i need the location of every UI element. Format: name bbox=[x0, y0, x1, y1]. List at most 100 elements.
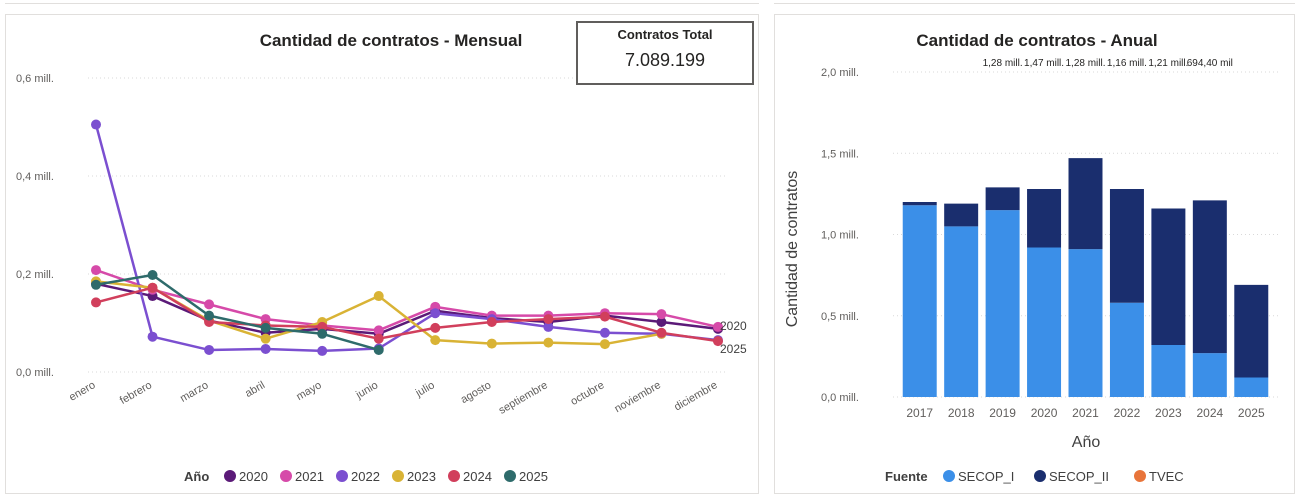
legend-label: 2020 bbox=[239, 469, 268, 484]
x-tick-label: septiembre bbox=[497, 379, 550, 417]
legend-item-2025: 2025 bbox=[504, 469, 548, 484]
legend-item-SECOP_I: SECOP_I bbox=[943, 469, 1014, 484]
y-tick-label: 0,6 mill. bbox=[16, 73, 54, 85]
x-tick-label: mayo bbox=[294, 379, 323, 403]
legend-marker bbox=[224, 470, 236, 482]
bar-SECOP_I-2019 bbox=[985, 210, 1020, 397]
data-point bbox=[91, 265, 101, 276]
data-point bbox=[91, 119, 101, 130]
total-label: 1,47 mill. bbox=[1024, 58, 1064, 69]
chart-title: Cantidad de contratos - Anual bbox=[916, 31, 1157, 50]
x-axis-label: Año bbox=[1072, 434, 1101, 451]
legend-item-2024: 2024 bbox=[448, 469, 492, 484]
monthly-line-chart-panel: Cantidad de contratos - Mensual 0,0 mill… bbox=[5, 14, 759, 494]
data-point bbox=[147, 269, 158, 280]
x-tick-label: 2018 bbox=[948, 406, 975, 420]
kpi-value: 7.089.199 bbox=[624, 50, 706, 70]
bar-SECOP_II-2020 bbox=[1027, 189, 1062, 248]
data-point bbox=[260, 322, 271, 333]
data-point bbox=[430, 322, 441, 333]
y-tick-label: 0,0 mill. bbox=[16, 367, 54, 379]
bar-SECOP_I-2024 bbox=[1192, 353, 1227, 397]
data-point bbox=[656, 317, 667, 328]
legend-title: Fuente bbox=[885, 469, 928, 484]
bar-SECOP_II-2018 bbox=[944, 203, 979, 227]
data-point bbox=[317, 321, 328, 332]
legend-label: 2022 bbox=[351, 469, 380, 484]
data-point bbox=[543, 321, 554, 332]
kpi-title: Contratos Total bbox=[617, 27, 713, 42]
bar-SECOP_I-2025 bbox=[1234, 377, 1269, 397]
data-point bbox=[147, 331, 158, 342]
legend-item-2021: 2021 bbox=[280, 469, 324, 484]
bar-SECOP_I-2017 bbox=[902, 205, 937, 397]
y-tick-label: 1,0 mill. bbox=[821, 230, 859, 242]
series-line bbox=[95, 273, 380, 352]
bar-SECOP_II-2023 bbox=[1151, 208, 1186, 345]
data-point bbox=[91, 297, 101, 308]
data-point bbox=[430, 335, 441, 346]
x-tick-label: marzo bbox=[178, 379, 210, 405]
series-2025 bbox=[91, 269, 384, 355]
legend-item-2020: 2020 bbox=[224, 469, 268, 484]
legend-marker bbox=[1034, 470, 1046, 482]
data-point bbox=[373, 333, 384, 344]
x-tick-label: 2023 bbox=[1155, 406, 1182, 420]
x-tick-label: 2017 bbox=[906, 406, 933, 420]
data-point bbox=[204, 344, 215, 355]
total-label: 1,21 mill. bbox=[1148, 58, 1188, 69]
data-point bbox=[713, 321, 723, 332]
bar-SECOP_I-2023 bbox=[1151, 345, 1186, 397]
legend-marker bbox=[504, 470, 516, 482]
bar-SECOP_II-2021 bbox=[1068, 158, 1103, 250]
legend-marker bbox=[943, 470, 955, 482]
total-label: 694,40 mil bbox=[1187, 58, 1233, 69]
x-tick-label: enero bbox=[67, 379, 97, 403]
data-point bbox=[260, 343, 271, 354]
data-point bbox=[543, 337, 554, 348]
total-label: 1,16 mill. bbox=[1107, 58, 1147, 69]
data-point bbox=[599, 311, 610, 322]
x-tick-label: agosto bbox=[459, 379, 494, 406]
legend-item-SECOP_II: SECOP_II bbox=[1034, 469, 1109, 484]
legend-label: TVEC bbox=[1149, 469, 1184, 484]
x-tick-label: 2022 bbox=[1114, 406, 1141, 420]
y-tick-label: 0,5 mill. bbox=[821, 311, 859, 323]
data-point bbox=[373, 325, 384, 336]
bar-SECOP_I-2022 bbox=[1109, 302, 1144, 397]
y-tick-label: 0,2 mill. bbox=[16, 269, 54, 281]
legend-label: 2025 bbox=[519, 469, 548, 484]
annual-bar-chart: Cantidad de contratos - Anual Cantidad d… bbox=[784, 31, 1278, 484]
bar-SECOP_II-2019 bbox=[985, 187, 1020, 211]
legend-marker bbox=[392, 470, 404, 482]
chart-title: Cantidad de contratos - Mensual bbox=[260, 31, 523, 50]
x-tick-label: diciembre bbox=[672, 379, 719, 413]
data-point bbox=[599, 327, 610, 338]
data-point bbox=[543, 314, 554, 325]
legend-item-2022: 2022 bbox=[336, 469, 380, 484]
total-label: 1,28 mill. bbox=[1065, 58, 1105, 69]
bar-SECOP_II-2025 bbox=[1234, 284, 1269, 378]
bar-SECOP_II-2022 bbox=[1109, 189, 1144, 303]
data-point bbox=[260, 333, 271, 344]
series-line bbox=[94, 124, 719, 353]
data-point bbox=[147, 282, 158, 293]
legend-label: SECOP_II bbox=[1049, 469, 1109, 484]
y-tick-label: 0,4 mill. bbox=[16, 171, 54, 183]
x-tick-label: julio bbox=[413, 379, 437, 400]
x-tick-label: junio bbox=[353, 379, 380, 402]
data-point bbox=[713, 336, 723, 347]
top-divider-right bbox=[774, 3, 1295, 4]
legend-label: 2024 bbox=[463, 469, 492, 484]
legend-marker bbox=[1134, 470, 1146, 482]
bar-SECOP_I-2020 bbox=[1027, 247, 1062, 397]
x-tick-label: 2019 bbox=[989, 406, 1016, 420]
legend-label: SECOP_I bbox=[958, 469, 1014, 484]
top-divider-left bbox=[5, 3, 759, 4]
end-label-2025: 2025 bbox=[720, 342, 747, 356]
data-point bbox=[373, 344, 384, 355]
data-point bbox=[204, 310, 215, 321]
x-tick-label: 2021 bbox=[1072, 406, 1099, 420]
monthly-line-chart: Cantidad de contratos - Mensual 0,0 mill… bbox=[16, 31, 747, 484]
end-label-2020: 2020 bbox=[720, 319, 747, 333]
